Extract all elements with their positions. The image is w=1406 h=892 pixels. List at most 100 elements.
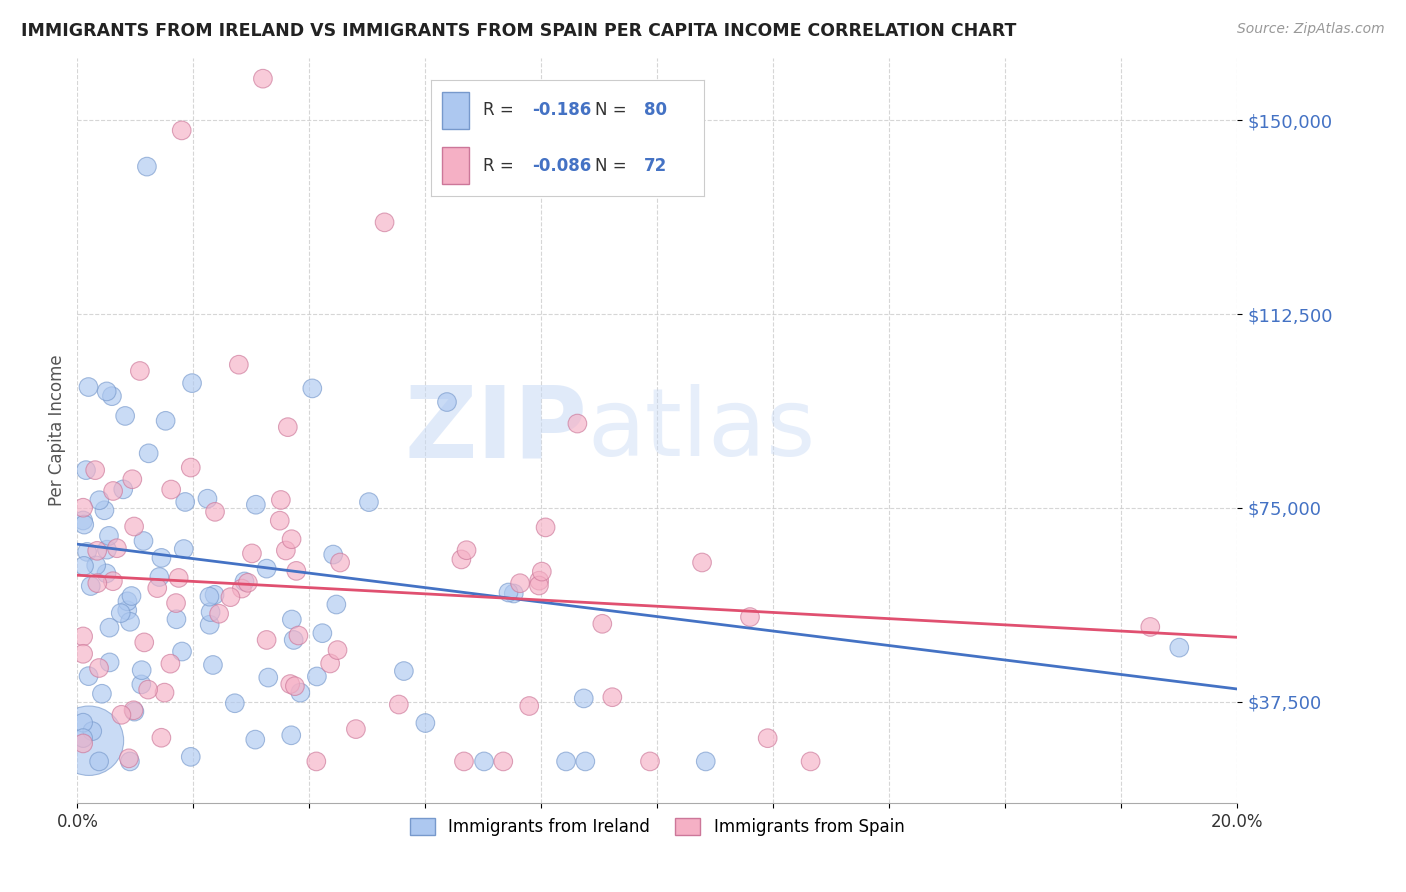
- Point: [84, 463, 107, 477]
- Point: [290, 686, 312, 700]
- Point: [201, 657, 224, 672]
- Point: [492, 755, 515, 769]
- Point: [326, 643, 349, 657]
- Point: [170, 123, 193, 137]
- Point: [277, 420, 299, 434]
- Point: [112, 483, 135, 497]
- Point: [233, 574, 256, 589]
- Point: [87, 661, 110, 675]
- Point: [638, 755, 661, 769]
- Point: [690, 556, 713, 570]
- Point: [155, 414, 177, 428]
- Point: [256, 561, 278, 575]
- Point: [72, 736, 94, 750]
- Point: [146, 581, 169, 595]
- Point: [131, 677, 153, 691]
- Point: [138, 446, 160, 460]
- Text: atlas: atlas: [588, 384, 815, 476]
- Point: [77, 733, 100, 747]
- Point: [117, 594, 139, 608]
- Point: [498, 585, 520, 599]
- Point: [198, 590, 221, 604]
- Point: [77, 669, 100, 683]
- Point: [86, 576, 108, 591]
- Point: [75, 463, 97, 477]
- Point: [567, 417, 589, 431]
- Point: [136, 682, 159, 697]
- Point: [165, 596, 187, 610]
- Point: [245, 732, 267, 747]
- Point: [165, 612, 187, 626]
- Text: IMMIGRANTS FROM IRELAND VS IMMIGRANTS FROM SPAIN PER CAPITA INCOME CORRELATION C: IMMIGRANTS FROM IRELAND VS IMMIGRANTS FR…: [21, 22, 1017, 40]
- Y-axis label: Per Capita Income: Per Capita Income: [48, 355, 66, 506]
- Point: [555, 755, 578, 769]
- Point: [76, 545, 98, 559]
- Point: [269, 514, 291, 528]
- Point: [121, 589, 143, 603]
- Point: [311, 626, 333, 640]
- Point: [534, 520, 557, 534]
- Point: [284, 679, 307, 693]
- Point: [122, 519, 145, 533]
- Point: [800, 755, 823, 769]
- Point: [159, 657, 181, 671]
- Point: [101, 483, 124, 498]
- Point: [245, 498, 267, 512]
- Point: [224, 696, 246, 710]
- Point: [72, 731, 94, 745]
- Point: [283, 632, 305, 647]
- Point: [392, 664, 415, 678]
- Point: [388, 698, 411, 712]
- Point: [695, 755, 717, 769]
- Point: [110, 606, 132, 620]
- Point: [160, 483, 183, 497]
- Point: [591, 616, 613, 631]
- Point: [228, 358, 250, 372]
- Point: [181, 376, 204, 391]
- Point: [219, 590, 242, 604]
- Point: [80, 579, 103, 593]
- Point: [180, 460, 202, 475]
- Point: [121, 472, 143, 486]
- Point: [153, 685, 176, 699]
- Point: [415, 716, 437, 731]
- Point: [738, 610, 761, 624]
- Point: [257, 671, 280, 685]
- Point: [287, 628, 309, 642]
- Point: [114, 409, 136, 423]
- Point: [530, 565, 553, 579]
- Point: [136, 160, 159, 174]
- Point: [173, 542, 195, 557]
- Point: [278, 677, 301, 691]
- Point: [96, 384, 118, 399]
- Point: [281, 613, 304, 627]
- Point: [97, 529, 120, 543]
- Point: [72, 629, 94, 643]
- Point: [87, 755, 110, 769]
- Point: [150, 550, 173, 565]
- Point: [115, 603, 138, 617]
- Point: [527, 578, 550, 592]
- Point: [325, 598, 347, 612]
- Point: [72, 513, 94, 527]
- Point: [301, 381, 323, 395]
- Point: [93, 503, 115, 517]
- Point: [502, 586, 524, 600]
- Point: [84, 558, 107, 573]
- Point: [240, 546, 263, 560]
- Point: [170, 644, 193, 658]
- Point: [517, 698, 540, 713]
- Point: [453, 755, 475, 769]
- Point: [374, 215, 396, 229]
- Point: [118, 751, 141, 765]
- Point: [73, 517, 96, 532]
- Point: [236, 575, 259, 590]
- Point: [180, 749, 202, 764]
- Point: [174, 495, 197, 509]
- Legend: Immigrants from Ireland, Immigrants from Spain: Immigrants from Ireland, Immigrants from…: [404, 812, 911, 843]
- Point: [150, 731, 173, 745]
- Text: Source: ZipAtlas.com: Source: ZipAtlas.com: [1237, 22, 1385, 37]
- Point: [527, 574, 550, 588]
- Point: [96, 566, 118, 581]
- Point: [96, 542, 118, 557]
